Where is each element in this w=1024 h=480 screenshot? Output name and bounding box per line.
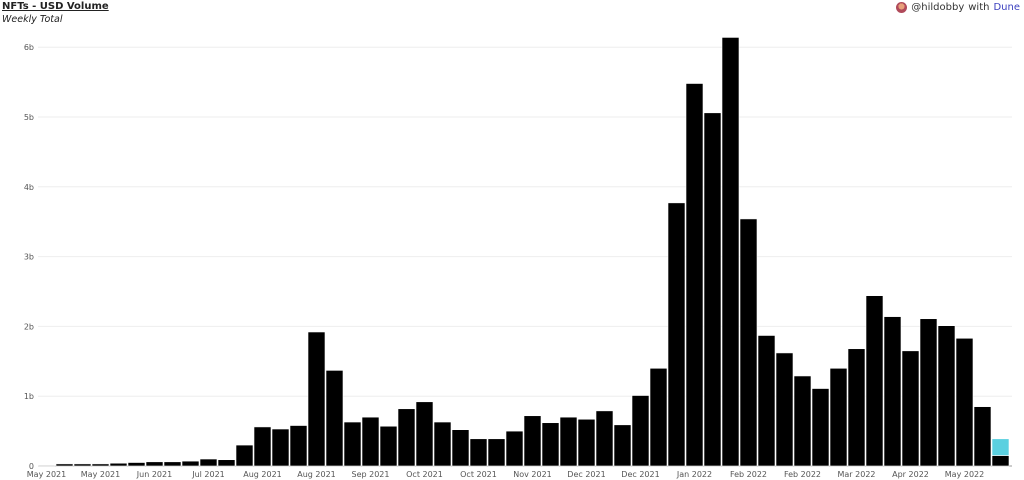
bar xyxy=(55,463,74,467)
bar xyxy=(577,418,596,467)
bar xyxy=(883,316,902,467)
x-tick-label: Jun 2021 xyxy=(136,470,172,479)
bar xyxy=(613,424,632,467)
y-tick-label: 5b xyxy=(24,113,34,122)
bar xyxy=(235,444,254,467)
bar xyxy=(595,410,614,467)
x-tick-label: Oct 2021 xyxy=(406,470,443,479)
bar xyxy=(199,458,218,467)
bar xyxy=(631,395,650,467)
bar xyxy=(415,401,434,467)
bar xyxy=(559,416,578,467)
bar xyxy=(811,388,830,467)
bar xyxy=(505,430,524,467)
avatar xyxy=(896,2,908,13)
bar xyxy=(757,335,776,467)
x-tick-label: Jan 2022 xyxy=(676,470,712,479)
y-tick-label: 1b xyxy=(24,392,34,401)
x-tick-label: Feb 2022 xyxy=(730,470,767,479)
bar xyxy=(343,421,362,467)
bar xyxy=(181,460,200,467)
bar xyxy=(793,375,812,467)
bar xyxy=(451,429,470,467)
x-tick-label: Aug 2021 xyxy=(297,470,336,479)
bar xyxy=(919,318,938,467)
bar xyxy=(973,406,992,467)
x-tick-label: Sep 2021 xyxy=(352,470,390,479)
bar xyxy=(325,370,344,467)
bar xyxy=(829,367,848,467)
x-tick-label: Apr 2022 xyxy=(892,470,929,479)
bar xyxy=(163,461,182,467)
bar xyxy=(145,461,164,467)
bar xyxy=(847,348,866,467)
x-tick-label: Aug 2021 xyxy=(243,470,282,479)
credit-with: with xyxy=(968,2,990,13)
bar xyxy=(379,425,398,467)
bar xyxy=(217,459,236,467)
bar xyxy=(991,438,1010,456)
credit: @hildobby with Dune xyxy=(896,2,1020,13)
bar xyxy=(271,428,290,467)
x-tick-label: May 2021 xyxy=(81,470,120,479)
y-tick-label: 3b xyxy=(24,253,34,262)
bar xyxy=(901,350,920,467)
bar xyxy=(433,421,452,467)
x-tick-label: Feb 2022 xyxy=(784,470,821,479)
x-tick-label: Mar 2022 xyxy=(838,470,876,479)
credit-user[interactable]: @hildobby xyxy=(911,2,965,13)
bar xyxy=(361,416,380,467)
bar xyxy=(739,218,758,467)
bar xyxy=(307,331,326,467)
x-tick-label: Dec 2021 xyxy=(621,470,659,479)
bar xyxy=(541,422,560,467)
bar xyxy=(775,352,794,467)
bar xyxy=(865,295,884,467)
bar xyxy=(649,367,668,467)
x-tick-label: May 2021 xyxy=(27,470,66,479)
bar xyxy=(703,112,722,467)
bar xyxy=(721,37,740,467)
x-tick-label: Oct 2021 xyxy=(460,470,497,479)
bar xyxy=(127,462,146,467)
bar xyxy=(397,408,416,467)
bar xyxy=(991,455,1010,467)
bar xyxy=(469,438,488,467)
x-tick-label: Nov 2021 xyxy=(513,470,552,479)
y-tick-label: 4b xyxy=(24,183,34,192)
y-tick-label: 6b xyxy=(24,43,34,52)
bar xyxy=(667,202,686,467)
chart-title[interactable]: NFTs - USD Volume xyxy=(2,1,109,12)
y-tick-label: 2b xyxy=(24,322,34,331)
x-tick-label: Jul 2021 xyxy=(191,470,225,479)
bar xyxy=(253,426,272,467)
bar xyxy=(685,83,704,467)
bar xyxy=(109,462,128,467)
bar xyxy=(37,465,56,467)
chart-subtitle: Weekly Total xyxy=(2,14,63,25)
x-tick-label: May 2022 xyxy=(945,470,984,479)
bar xyxy=(523,415,542,467)
bar xyxy=(91,463,110,467)
credit-brand[interactable]: Dune xyxy=(993,2,1020,13)
bar xyxy=(487,438,506,467)
x-tick-label: Dec 2021 xyxy=(567,470,605,479)
y-tick-label: 0 xyxy=(29,462,34,471)
bar xyxy=(73,463,92,467)
bar xyxy=(955,337,974,467)
bar xyxy=(937,325,956,467)
bar xyxy=(289,425,308,467)
